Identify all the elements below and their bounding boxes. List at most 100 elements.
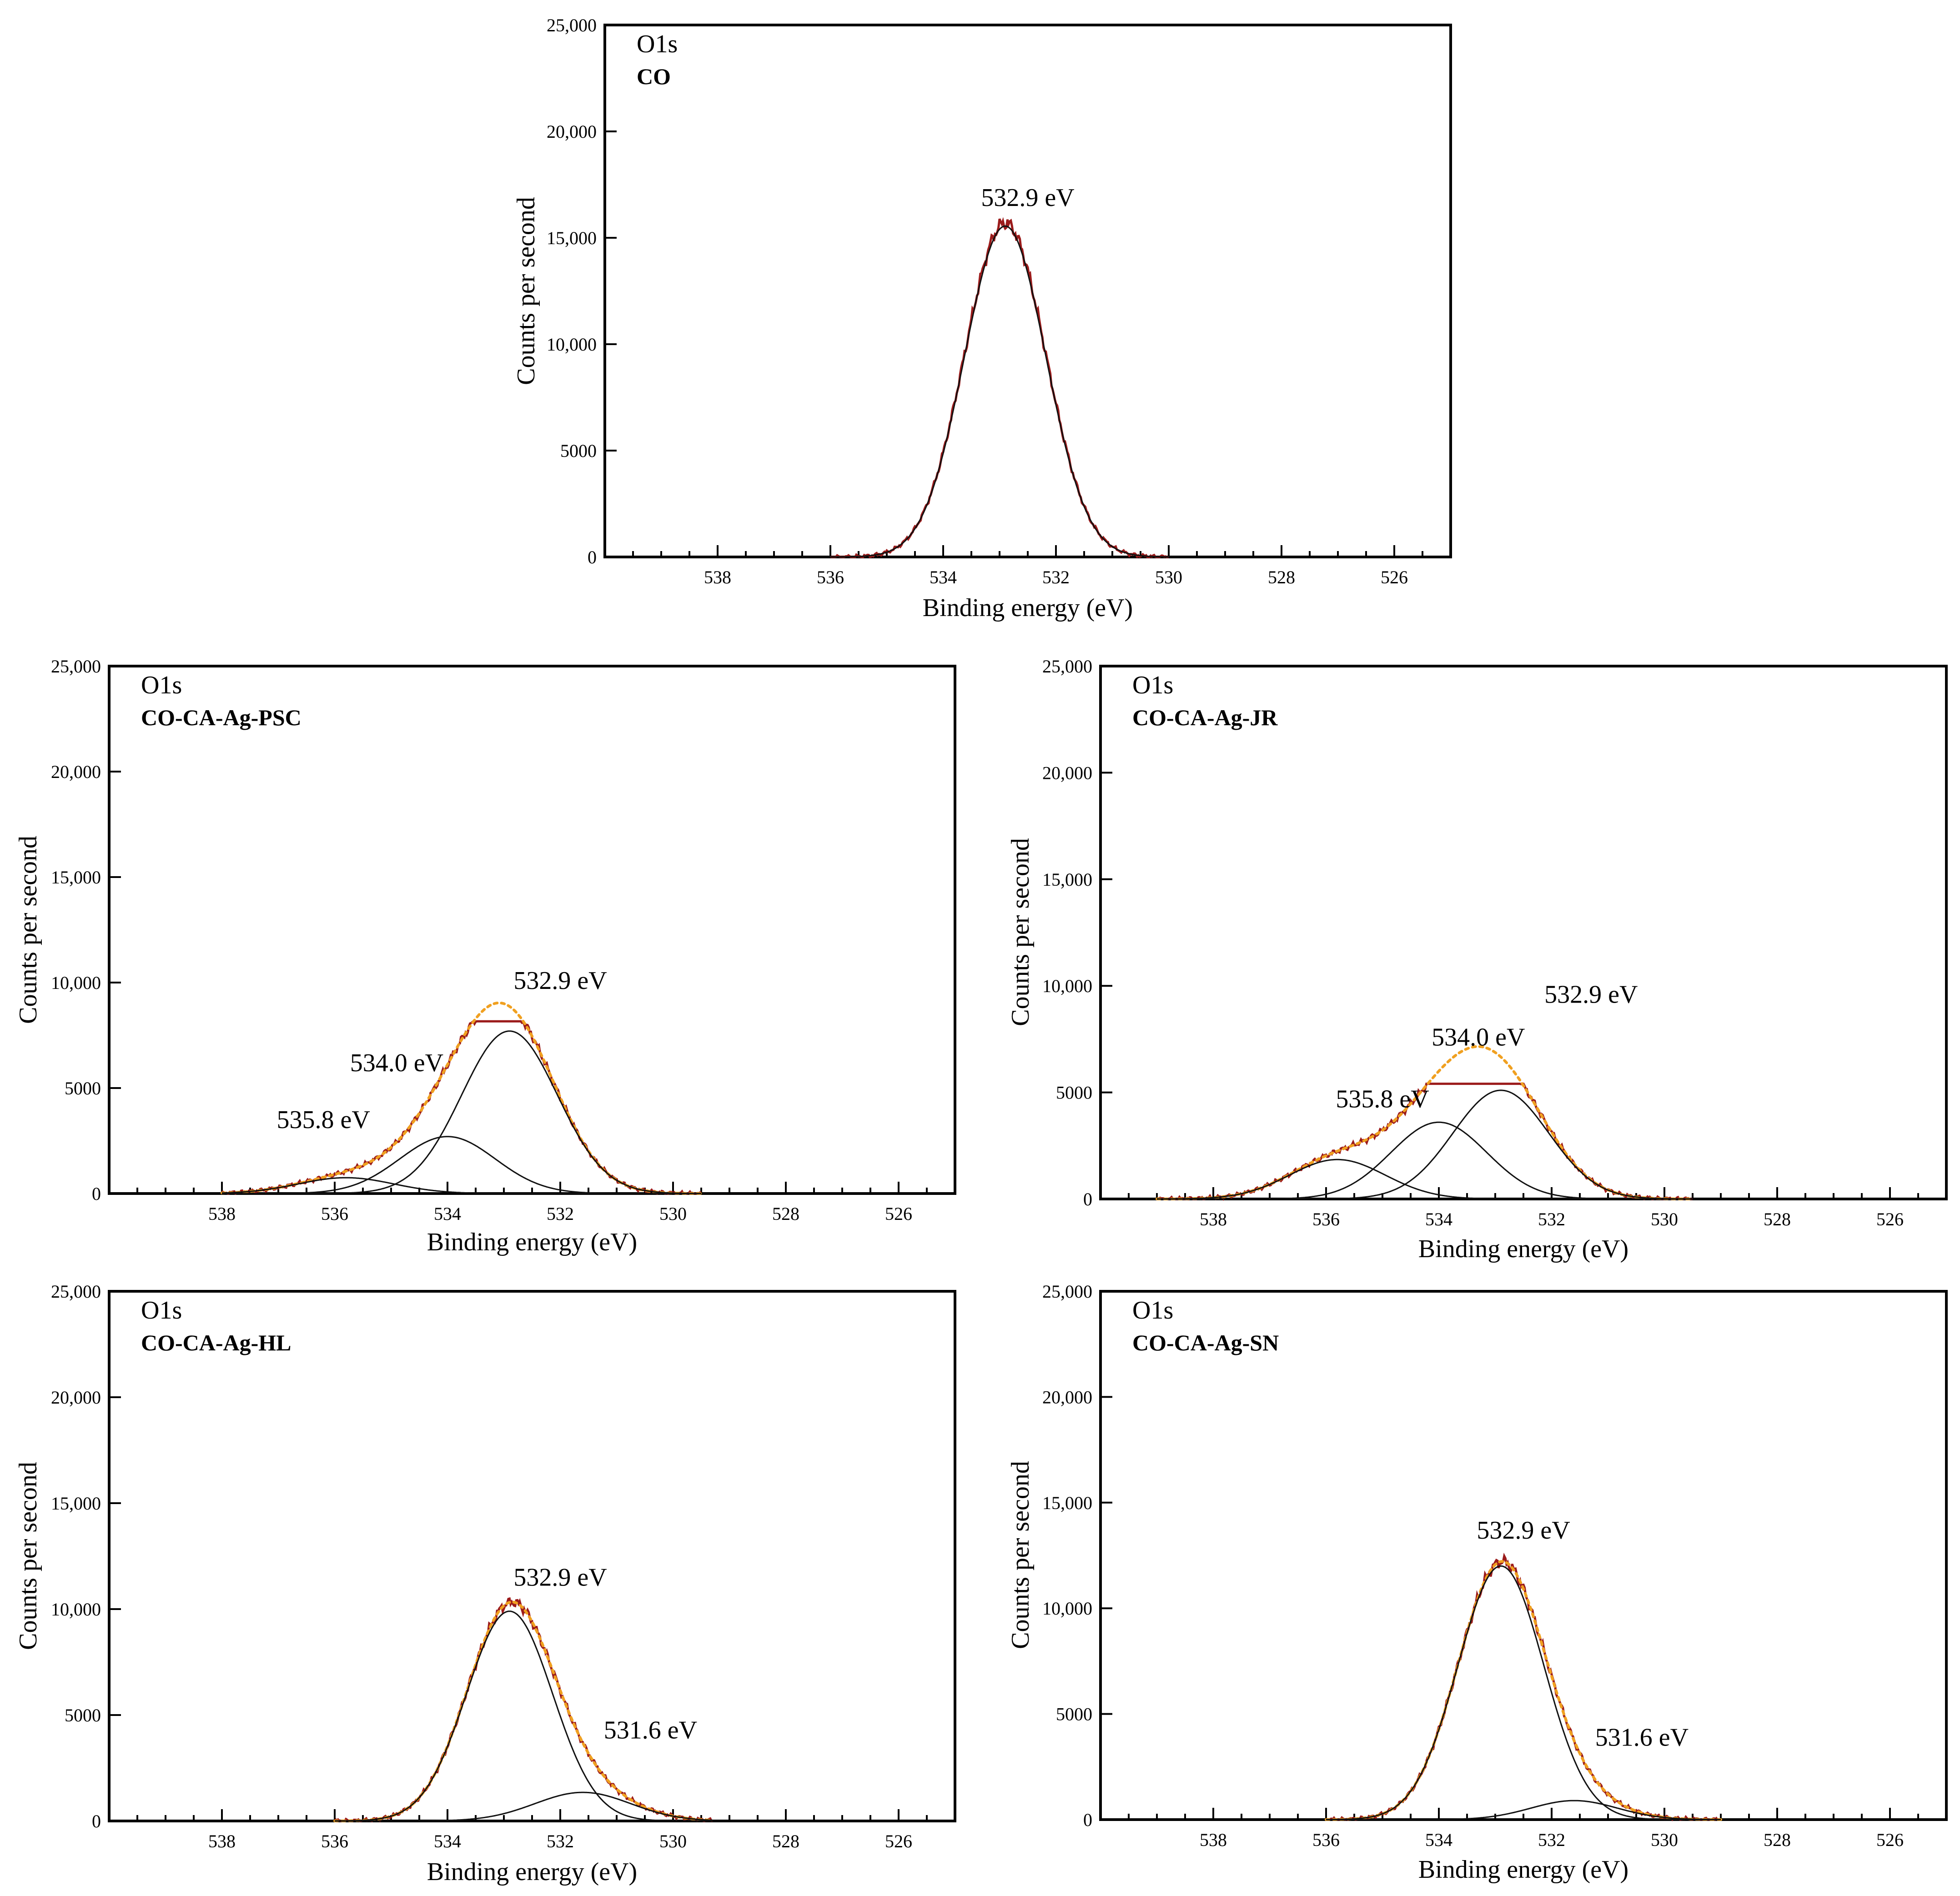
x-tick-label: 526 — [885, 1204, 912, 1224]
component-peak-line — [802, 225, 1180, 558]
panel-subtitle: CO — [637, 64, 671, 89]
peak-annotation: 532.9 eV — [513, 967, 607, 995]
panel-co-ca-ag-sn: 538 536 534 532 530 528 526 0 5000 10,000 15,000 20… — [1006, 1281, 1948, 1884]
peak-annotation: 534.0 eV — [1432, 1023, 1525, 1051]
y-tick-label: 20,000 — [1042, 1387, 1092, 1407]
component-peak-line — [335, 1610, 713, 1822]
peak-annotation: 532.9 eV — [981, 184, 1074, 212]
x-tick-label: 536 — [817, 567, 844, 587]
y-tick-label: 15,000 — [1042, 869, 1092, 890]
plot-frame — [1099, 665, 1948, 1200]
x-tick-label: 532 — [1538, 1830, 1565, 1850]
panel-subtitle: CO-CA-Ag-HL — [141, 1330, 291, 1355]
x-tick-label: 528 — [772, 1204, 799, 1224]
y-axis-label: Counts per second — [14, 1462, 42, 1650]
x-tick-label: 528 — [1764, 1830, 1791, 1850]
fit-envelope-line — [333, 1600, 714, 1822]
raw-spectrum-line — [830, 217, 1169, 559]
y-tick-label: 20,000 — [1042, 762, 1092, 783]
x-tick-label: 534 — [1425, 1209, 1452, 1229]
x-tick-label: 536 — [321, 1204, 348, 1224]
x-tick-label: 528 — [1764, 1209, 1791, 1229]
x-tick-label: 530 — [659, 1204, 687, 1224]
y-tick-label: 15,000 — [1042, 1493, 1092, 1513]
x-tick-label: 538 — [704, 567, 731, 587]
y-tick-label: 25,000 — [51, 656, 101, 677]
panel-title: O1s — [1132, 1296, 1173, 1324]
y-tick-label: 5000 — [1056, 1083, 1092, 1103]
axis-ticks: 538 536 534 532 530 528 526 0 5000 10,000 15,000 20… — [51, 1281, 928, 1851]
panel-co: 538 536 534 532 530 528 526 0 5000 10,000 15,000 20… — [512, 15, 1452, 622]
y-tick-label: 5000 — [1056, 1704, 1092, 1725]
raw-spectrum-line — [334, 1597, 713, 1823]
panel-title: O1s — [141, 1296, 182, 1324]
y-tick-label: 0 — [1083, 1810, 1092, 1830]
y-tick-label: 10,000 — [51, 973, 101, 993]
y-tick-label: 25,000 — [51, 1281, 101, 1302]
x-tick-label: 530 — [1155, 567, 1182, 587]
x-tick-label: 528 — [1268, 567, 1295, 587]
panel-title: O1s — [141, 671, 182, 699]
y-tick-label: 0 — [92, 1811, 101, 1831]
panel-co-ca-ag-psc: 538 536 534 532 530 528 526 0 5000 10,000 15,000 20… — [14, 656, 956, 1256]
peak-annotation: 531.6 eV — [604, 1716, 697, 1744]
x-tick-label: 526 — [1381, 567, 1408, 587]
y-tick-label: 20,000 — [51, 762, 101, 782]
x-tick-label: 534 — [930, 567, 957, 587]
plot-data: 532.9 eV — [802, 184, 1180, 559]
x-tick-label: 536 — [321, 1831, 348, 1851]
y-tick-label: 15,000 — [51, 867, 101, 888]
panel-co-ca-ag-jr: 538 536 534 532 530 528 526 0 5000 10,000 15,000 20… — [1006, 656, 1948, 1263]
x-tick-label: 530 — [1651, 1830, 1678, 1850]
y-tick-label: 25,000 — [547, 15, 597, 35]
x-tick-label: 534 — [434, 1204, 461, 1224]
plot-data: 532.9 eV 534.0 eV 535.8 eV — [1156, 981, 1694, 1201]
x-tick-label: 532 — [1538, 1209, 1565, 1229]
peak-annotation: 535.8 eV — [277, 1106, 370, 1134]
y-axis-label: Counts per second — [14, 836, 42, 1024]
panel-title: O1s — [637, 30, 678, 58]
axis-ticks: 538 536 534 532 530 528 526 0 5000 10,000 15,000 20… — [1042, 656, 1919, 1229]
y-tick-label: 25,000 — [1042, 656, 1092, 677]
x-tick-label: 532 — [1042, 567, 1070, 587]
fit-envelope-line — [221, 1001, 703, 1195]
x-tick-label: 536 — [1312, 1209, 1340, 1229]
component-peak-line — [1157, 1159, 1693, 1200]
x-tick-label: 534 — [434, 1831, 461, 1851]
y-tick-label: 5000 — [65, 1078, 101, 1098]
x-tick-label: 530 — [1651, 1209, 1678, 1229]
x-tick-label: 538 — [208, 1831, 236, 1851]
plot-data: 532.9 eV 531.6 eV — [1325, 1516, 1722, 1821]
x-tick-label: 538 — [1200, 1209, 1227, 1229]
x-tick-label: 530 — [659, 1831, 687, 1851]
panel-subtitle: CO-CA-Ag-SN — [1132, 1330, 1279, 1355]
peak-annotation: 532.9 eV — [1544, 981, 1638, 1009]
axis-ticks: 538 536 534 532 530 528 526 0 5000 10,000 15,000 20… — [547, 15, 1423, 587]
plot-frame — [603, 24, 1452, 558]
y-tick-label: 5000 — [65, 1705, 101, 1725]
plot-frame — [108, 1290, 956, 1822]
y-tick-label: 15,000 — [547, 228, 597, 248]
y-tick-label: 0 — [1083, 1189, 1092, 1209]
panel-title: O1s — [1132, 671, 1173, 699]
component-peak-line — [335, 1791, 713, 1822]
x-tick-label: 538 — [1200, 1830, 1227, 1850]
peak-annotation: 535.8 eV — [1336, 1085, 1429, 1113]
peak-annotation: 532.9 eV — [513, 1564, 607, 1592]
x-tick-label: 532 — [547, 1204, 574, 1224]
panel-co-ca-ag-hl: 538 536 534 532 530 528 526 0 5000 10,000 15,000 20… — [14, 1281, 956, 1886]
y-tick-label: 20,000 — [547, 121, 597, 142]
fit-envelope-line — [1156, 1045, 1694, 1200]
plot-data: 532.9 eV 531.6 eV — [333, 1564, 714, 1823]
y-tick-label: 25,000 — [1042, 1281, 1092, 1302]
x-tick-label: 534 — [1425, 1830, 1452, 1850]
axis-ticks: 538 536 534 532 530 528 526 0 5000 10,000 15,000 20… — [51, 656, 928, 1224]
x-tick-label: 538 — [208, 1204, 236, 1224]
panel-subtitle: CO-CA-Ag-PSC — [141, 705, 302, 730]
y-axis-label: Counts per second — [1006, 838, 1035, 1026]
panel-subtitle: CO-CA-Ag-JR — [1132, 705, 1278, 730]
y-tick-label: 10,000 — [1042, 976, 1092, 996]
x-axis-label: Binding energy (eV) — [1418, 1856, 1628, 1884]
y-tick-label: 0 — [588, 547, 597, 567]
